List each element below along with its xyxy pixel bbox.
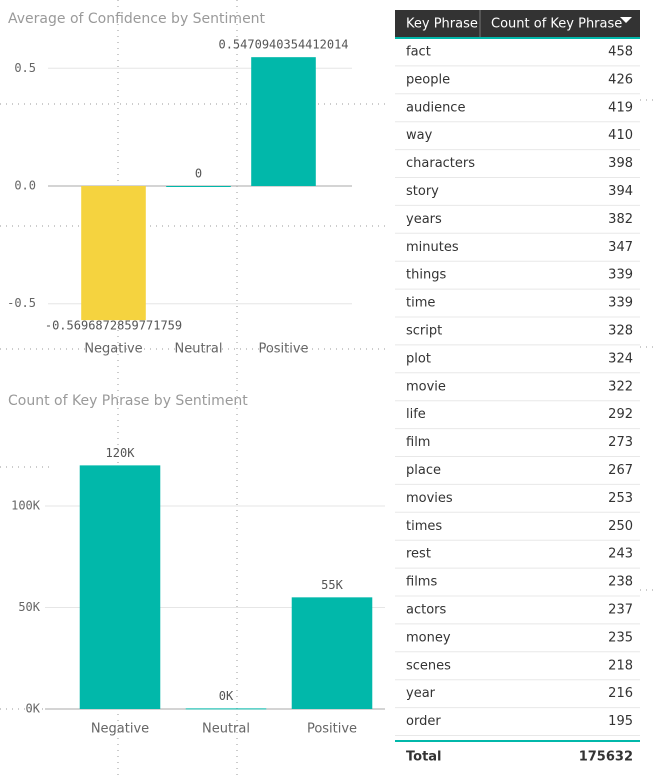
table-cell: story (406, 184, 439, 199)
y-tick-label: 0.0 (14, 179, 36, 193)
x-tick-label: Neutral (202, 722, 250, 737)
x-tick-label: Positive (258, 342, 308, 357)
table-cell: 243 (608, 547, 633, 562)
table-cell: 238 (608, 575, 633, 590)
table-cell: 195 (608, 714, 633, 729)
table-cell: 218 (608, 658, 633, 673)
y-tick-label: 0.5 (14, 61, 36, 75)
data-label: 120K (106, 446, 136, 460)
table-cell: 328 (608, 323, 633, 338)
table-cell: place (406, 463, 441, 478)
table-cell: way (406, 128, 433, 143)
table-cell: 347 (608, 240, 633, 255)
table-cell: films (406, 575, 437, 590)
table-cell: characters (406, 156, 475, 171)
table-cell: 410 (608, 128, 633, 143)
table-cell: 237 (608, 602, 633, 617)
data-label: 55K (321, 578, 343, 592)
bar (251, 57, 316, 186)
table-cell: people (406, 72, 450, 87)
table-cell: plot (406, 351, 431, 366)
table-cell: 235 (608, 630, 633, 645)
table-cell: movies (406, 491, 453, 506)
table-cell: 419 (608, 100, 633, 115)
table-cell: minutes (406, 240, 459, 255)
table-cell: years (406, 212, 442, 227)
table-cell: time (406, 296, 435, 311)
y-tick-label: 50K (18, 600, 40, 614)
table-cell: film (406, 435, 430, 450)
bar (81, 186, 146, 321)
table-cell: actors (406, 602, 447, 617)
table-cell: 253 (608, 491, 633, 506)
table-cell: money (406, 630, 451, 645)
table-cell: 322 (608, 379, 633, 394)
total-value: 175632 (579, 750, 633, 765)
bar (79, 465, 161, 709)
total-label: Total (406, 750, 442, 765)
table-cell: 216 (608, 686, 633, 701)
table-cell: fact (406, 44, 431, 59)
table-cell: rest (406, 547, 431, 562)
table-cell: movie (406, 379, 446, 394)
table-cell: 426 (608, 72, 633, 87)
table-cell: scenes (406, 658, 451, 673)
table-cell: 267 (608, 463, 633, 478)
table-cell: 339 (608, 296, 633, 311)
table-cell: 382 (608, 212, 633, 227)
chart-title: Average of Confidence by Sentiment (8, 11, 266, 27)
x-tick-label: Negative (91, 722, 149, 737)
x-tick-label: Negative (84, 342, 142, 357)
table-cell: 324 (608, 351, 633, 366)
table-cell: life (406, 407, 426, 422)
chart-title: Count of Key Phrase by Sentiment (8, 393, 248, 409)
table-cell: 398 (608, 156, 633, 171)
table-cell: 458 (608, 44, 633, 59)
data-label: 0.5470940354412014 (218, 38, 348, 52)
table-cell: 292 (608, 407, 633, 422)
table-cell: things (406, 268, 446, 283)
y-tick-label: 0K (26, 702, 41, 716)
bar (185, 708, 267, 710)
bar (291, 597, 373, 709)
table-cell: 339 (608, 268, 633, 283)
table-cell: 250 (608, 519, 633, 534)
x-tick-label: Neutral (175, 342, 223, 357)
table-header (395, 10, 640, 38)
table-cell: times (406, 519, 442, 534)
column-header[interactable]: Key Phrase (406, 17, 478, 32)
data-label: 0K (219, 689, 234, 703)
table-cell: audience (406, 100, 465, 115)
y-tick-label: 100K (11, 498, 41, 512)
y-tick-label: -0.5 (7, 296, 36, 310)
bar (166, 186, 231, 187)
sort-arrow[interactable] (620, 17, 632, 23)
data-label: -0.5696872859771759 (45, 319, 182, 333)
table-cell: year (406, 686, 436, 701)
table-cell: script (406, 323, 442, 338)
table-cell: order (406, 714, 441, 729)
data-label: 0 (195, 167, 202, 181)
table-cell: 273 (608, 435, 633, 450)
column-header[interactable]: Count of Key Phrase (491, 17, 622, 32)
table-cell: 394 (608, 184, 633, 199)
x-tick-label: Positive (307, 722, 357, 737)
